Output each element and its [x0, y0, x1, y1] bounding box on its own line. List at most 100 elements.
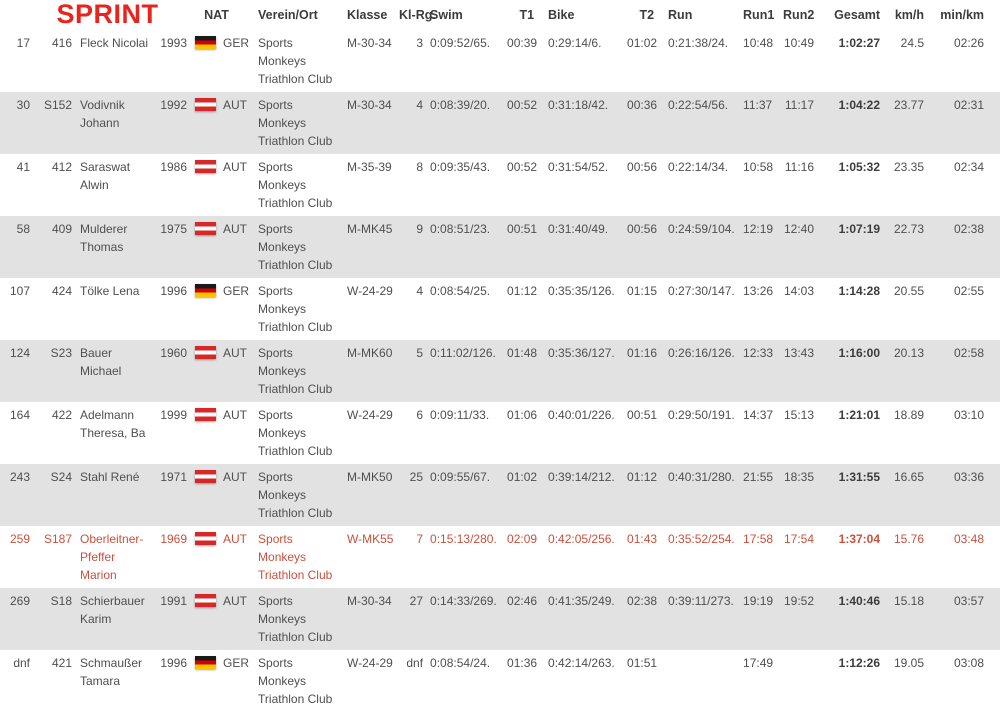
flag-cell [190, 154, 220, 216]
t1-time: 02:46 [507, 594, 538, 608]
t2-time: 01:43 [627, 532, 658, 546]
col-header-klrg: Kl-Rg. [399, 8, 436, 22]
pace: 03:08 [954, 656, 985, 670]
avg-speed: 16.65 [894, 470, 925, 484]
class-rank: dnf [406, 656, 424, 670]
run2-split: 12:40 [784, 222, 815, 236]
rank-cell: 41 [16, 160, 30, 174]
t2-time: 01:12 [627, 470, 658, 484]
table-row[interactable]: 41 412 Saraswat Alwin 1986 AUT Sports Mo… [0, 154, 1000, 216]
t1-time: 01:12 [507, 284, 538, 298]
col-header-run2: Run2 [783, 8, 815, 22]
run-time [664, 650, 740, 712]
t2-time: 00:51 [627, 408, 658, 422]
t2-time: 01:51 [627, 656, 658, 670]
t1-time: 00:52 [507, 98, 538, 112]
flag-aut-icon [194, 346, 216, 359]
total-time: 1:04:22 [838, 98, 881, 112]
athlete-name: Tölke Lena [80, 284, 140, 298]
flag-ger-icon [194, 36, 216, 49]
avg-speed: 20.55 [894, 284, 925, 298]
t2-time: 00:56 [627, 160, 658, 174]
age-group: M-MK60 [347, 346, 393, 360]
pace: 02:58 [954, 346, 985, 360]
athlete-name: Mulderer Thomas [80, 222, 128, 254]
birth-year: 1971 [160, 470, 188, 484]
t1-time: 01:06 [507, 408, 538, 422]
nation-code: GER [223, 284, 250, 298]
table-row[interactable]: 124 S23 Bauer Michael 1960 AUT Sports Mo… [0, 340, 1000, 402]
total-time: 1:40:46 [838, 594, 881, 608]
pace: 03:36 [954, 470, 985, 484]
pace: 03:48 [954, 532, 985, 546]
pace: 02:38 [954, 222, 985, 236]
run1-split: 17:58 [743, 532, 774, 546]
table-row[interactable]: 164 422 Adelmann Theresa, Ba 1999 AUT Sp… [0, 402, 1000, 464]
club-name: Sports Monkeys Triathlon Club [258, 532, 333, 582]
athlete-name: Schmaußer Tamara [80, 656, 143, 688]
table-row[interactable]: 30 S152 Vodivnik Johann 1992 AUT Sports … [0, 92, 1000, 154]
nation-code: AUT [223, 470, 248, 484]
age-group: M-MK45 [347, 222, 393, 236]
table-row[interactable]: 17 416 Fleck Nicolai 1993 GER Sports Mon… [0, 30, 1000, 92]
col-header-t2: T2 [639, 8, 655, 22]
run2-split: 10:49 [784, 36, 815, 50]
flag-cell [190, 216, 220, 278]
t2-time: 01:15 [627, 284, 658, 298]
col-header-swim: Swim [430, 8, 463, 22]
pace: 02:34 [954, 160, 985, 174]
bike-time: 0:41:35/249. [548, 594, 615, 608]
rank-cell: 58 [16, 222, 30, 236]
results-body: 17 416 Fleck Nicolai 1993 GER Sports Mon… [0, 30, 1000, 712]
flag-cell [190, 464, 220, 526]
rank-cell: 124 [9, 346, 30, 360]
club-name: Sports Monkeys Triathlon Club [258, 284, 333, 334]
athlete-name: Saraswat Alwin [80, 160, 131, 192]
club-name: Sports Monkeys Triathlon Club [258, 656, 333, 706]
table-row[interactable]: dnf 421 Schmaußer Tamara 1996 GER Sports… [0, 650, 1000, 712]
run-time: 0:39:11/273. [668, 594, 734, 608]
bike-time: 0:42:14/263. [548, 656, 615, 670]
birth-year: 1986 [160, 160, 188, 174]
total-time: 1:21:01 [838, 408, 881, 422]
flag-aut-icon [194, 470, 216, 483]
run-time: 0:27:30/147. [668, 284, 735, 298]
run-time: 0:21:38/24. [668, 36, 729, 50]
bike-time: 0:29:14/6. [548, 36, 602, 50]
table-row[interactable]: 107 424 Tölke Lena 1996 GER Sports Monke… [0, 278, 1000, 340]
bib-cell: 422 [51, 408, 72, 422]
run-time: 0:40:31/280. [668, 470, 735, 484]
bib-cell: 416 [51, 36, 72, 50]
run2-split: 14:03 [784, 284, 815, 298]
flag-aut-icon [194, 222, 216, 235]
class-rank: 6 [416, 408, 424, 422]
t1-time: 01:02 [507, 470, 538, 484]
table-row[interactable]: 243 S24 Stahl René 1971 AUT Sports Monke… [0, 464, 1000, 526]
club-name: Sports Monkeys Triathlon Club [258, 160, 333, 210]
col-header-bike: Bike [548, 8, 575, 22]
t2-time: 00:36 [627, 98, 658, 112]
swim-time: 0:08:54/25. [430, 284, 491, 298]
pace: 03:57 [954, 594, 985, 608]
table-row[interactable]: 259 S187 Oberleitner- Pfeffer Marion 196… [0, 526, 1000, 588]
flag-cell [190, 650, 220, 712]
table-row[interactable]: 269 S18 Schierbauer Karim 1991 AUT Sport… [0, 588, 1000, 650]
run2-split: 11:17 [784, 98, 815, 112]
avg-speed: 23.77 [894, 98, 925, 112]
nation-code: AUT [223, 594, 248, 608]
t1-time: 01:48 [507, 346, 538, 360]
col-header-t1: T1 [519, 8, 535, 22]
athlete-name: Adelmann Theresa, Ba [80, 408, 146, 440]
athlete-name: Oberleitner- Pfeffer Marion [80, 532, 144, 582]
flag-aut-icon [194, 160, 216, 173]
sprint-title-link[interactable]: SPRINT [56, 0, 159, 29]
total-time: 1:02:27 [838, 36, 881, 50]
table-row[interactable]: 58 409 Mulderer Thomas 1975 AUT Sports M… [0, 216, 1000, 278]
bike-time: 0:31:54/52. [548, 160, 609, 174]
birth-year: 1991 [160, 594, 188, 608]
bike-time: 0:40:01/226. [548, 408, 615, 422]
athlete-name: Schierbauer Karim [80, 594, 145, 626]
nation-code: AUT [223, 222, 248, 236]
run-time: 0:26:16/126. [668, 346, 735, 360]
